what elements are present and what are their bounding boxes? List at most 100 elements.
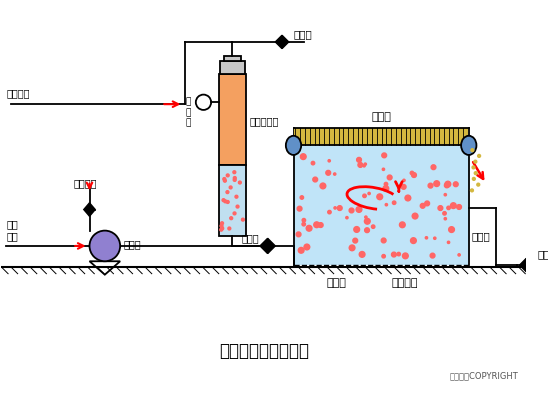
Circle shape [364, 163, 367, 165]
Circle shape [471, 189, 473, 192]
Circle shape [382, 153, 386, 158]
Circle shape [233, 171, 236, 174]
Text: 气浮池: 气浮池 [472, 231, 490, 241]
Circle shape [410, 238, 416, 244]
Circle shape [449, 227, 454, 232]
Circle shape [478, 154, 481, 157]
Circle shape [359, 252, 365, 257]
Circle shape [314, 222, 319, 228]
Bar [219, 164, 246, 236]
Circle shape [445, 181, 451, 187]
Polygon shape [267, 238, 275, 254]
Circle shape [235, 195, 238, 198]
Circle shape [383, 168, 385, 170]
Circle shape [383, 186, 389, 191]
Circle shape [220, 224, 223, 227]
Circle shape [356, 207, 362, 213]
Circle shape [226, 191, 229, 193]
Circle shape [196, 95, 211, 110]
Circle shape [368, 192, 370, 195]
Circle shape [410, 171, 414, 175]
Circle shape [453, 182, 458, 187]
Circle shape [431, 165, 436, 170]
Circle shape [425, 237, 427, 239]
Circle shape [391, 252, 396, 257]
Circle shape [412, 213, 418, 219]
Polygon shape [282, 35, 289, 49]
Circle shape [472, 178, 475, 180]
Circle shape [233, 178, 236, 181]
Circle shape [221, 222, 224, 224]
Circle shape [313, 177, 318, 182]
Circle shape [229, 186, 232, 189]
Circle shape [226, 174, 229, 177]
Ellipse shape [461, 136, 476, 155]
Circle shape [297, 206, 302, 211]
Circle shape [296, 232, 301, 237]
Circle shape [447, 241, 450, 244]
Circle shape [450, 203, 456, 209]
Polygon shape [89, 203, 95, 216]
Text: 刮渣机: 刮渣机 [371, 112, 391, 122]
Circle shape [403, 179, 405, 181]
Circle shape [338, 206, 342, 211]
Circle shape [223, 178, 226, 180]
Polygon shape [275, 35, 282, 49]
Circle shape [364, 228, 369, 232]
Circle shape [353, 238, 358, 243]
Text: 原水
进入: 原水 进入 [6, 220, 18, 241]
Circle shape [471, 149, 474, 152]
Circle shape [401, 184, 406, 189]
Polygon shape [84, 203, 89, 216]
Circle shape [320, 183, 326, 189]
Bar [294, 128, 468, 145]
Circle shape [233, 177, 236, 179]
Circle shape [387, 175, 392, 180]
Circle shape [346, 217, 348, 219]
Bar [219, 74, 246, 164]
Circle shape [334, 207, 336, 209]
Circle shape [447, 206, 450, 210]
Circle shape [420, 203, 425, 208]
Text: 放气阀: 放气阀 [294, 29, 312, 39]
Text: 出水: 出水 [538, 249, 548, 259]
Circle shape [357, 158, 362, 162]
Circle shape [242, 218, 244, 221]
Circle shape [430, 253, 435, 258]
Circle shape [233, 212, 236, 215]
Circle shape [364, 219, 370, 224]
Circle shape [472, 166, 475, 169]
Ellipse shape [286, 136, 301, 155]
Circle shape [385, 203, 387, 206]
Circle shape [302, 222, 305, 226]
Circle shape [230, 217, 233, 220]
Circle shape [300, 196, 304, 199]
Bar [220, 61, 244, 74]
Text: 压力溶气罐: 压力溶气罐 [249, 117, 279, 127]
Circle shape [302, 219, 306, 222]
Circle shape [443, 212, 446, 215]
Circle shape [89, 230, 120, 261]
Circle shape [328, 211, 331, 214]
Circle shape [349, 245, 355, 251]
Circle shape [311, 161, 315, 165]
Circle shape [425, 201, 430, 206]
Circle shape [298, 248, 304, 253]
Circle shape [382, 254, 385, 258]
Circle shape [236, 205, 239, 208]
Circle shape [444, 218, 447, 220]
Circle shape [458, 254, 460, 256]
Circle shape [438, 206, 443, 211]
Polygon shape [260, 238, 267, 254]
Circle shape [228, 227, 231, 230]
Circle shape [405, 195, 411, 201]
Circle shape [444, 183, 449, 188]
Circle shape [300, 154, 306, 160]
Text: 化学药剂: 化学药剂 [74, 178, 98, 188]
Circle shape [444, 193, 447, 196]
Circle shape [399, 222, 405, 228]
Circle shape [474, 172, 477, 175]
Circle shape [377, 194, 383, 200]
Circle shape [222, 199, 225, 201]
Polygon shape [520, 258, 526, 272]
